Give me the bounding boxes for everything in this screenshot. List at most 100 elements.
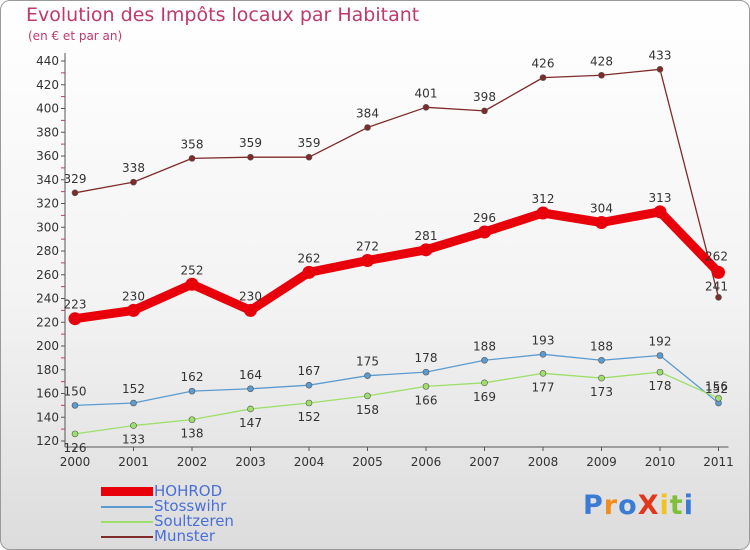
data-label-hohrod: 230 [239, 289, 262, 303]
data-point-soultzeren [422, 383, 430, 390]
data-point-stosswihr [305, 381, 313, 389]
y-tick-label: 240 [36, 292, 59, 306]
data-point-soultzeren [188, 416, 196, 423]
data-point-hohrod [185, 277, 199, 291]
data-label-munster: 358 [181, 137, 204, 151]
data-point-munster [188, 155, 196, 162]
data-label-soultzeren: 158 [356, 403, 379, 417]
data-point-munster [481, 107, 488, 115]
data-point-munster [422, 104, 430, 111]
data-label-stosswihr: 188 [473, 339, 496, 353]
data-label-munster: 398 [473, 90, 496, 104]
data-point-munster [539, 74, 547, 81]
y-tick-label: 360 [36, 149, 59, 163]
data-point-soultzeren [481, 379, 488, 387]
series-line-stosswihr [74, 353, 720, 407]
data-point-hohrod [419, 243, 433, 257]
data-point-soultzeren [71, 430, 79, 438]
data-point-stosswihr [656, 352, 664, 359]
data-point-soultzeren [598, 374, 605, 382]
data-label-hohrod: 252 [181, 263, 204, 277]
y-tick-label: 200 [36, 339, 59, 353]
data-label-soultzeren: 166 [415, 393, 438, 407]
data-label-soultzeren: 173 [590, 385, 613, 399]
data-label-soultzeren: 177 [532, 380, 555, 394]
data-point-stosswihr [71, 402, 79, 409]
x-tick-label: 2009 [586, 455, 617, 469]
y-tick-label: 160 [36, 387, 59, 401]
data-point-soultzeren [305, 399, 313, 407]
data-point-hohrod [653, 205, 667, 219]
data-label-soultzeren: 126 [64, 441, 87, 455]
data-point-stosswihr [247, 385, 254, 393]
y-tick-label: 260 [36, 268, 59, 282]
y-tick-label: 400 [36, 102, 59, 116]
data-label-stosswihr: 175 [356, 355, 379, 369]
data-point-stosswihr [188, 387, 196, 395]
series-line-hohrod [70, 207, 723, 324]
y-tick-label: 280 [36, 244, 59, 258]
data-label-stosswihr: 192 [649, 335, 672, 349]
data-label-munster: 433 [649, 48, 672, 62]
data-point-hohrod [361, 254, 374, 267]
data-point-munster [364, 124, 371, 131]
data-label-stosswihr: 150 [64, 384, 87, 398]
data-point-munster [305, 153, 313, 161]
data-label-munster: 329 [64, 172, 87, 186]
data-label-munster: 401 [415, 86, 438, 100]
series-line-munster [74, 68, 720, 298]
x-tick-label: 2001 [118, 455, 149, 469]
data-label-stosswihr: 152 [122, 382, 145, 396]
data-label-hohrod: 272 [356, 240, 379, 254]
data-point-munster [715, 294, 722, 301]
data-label-munster: 426 [532, 57, 555, 71]
y-tick-label: 220 [36, 315, 59, 329]
x-tick-label: 2011 [703, 455, 734, 469]
x-tick-label: 2005 [352, 455, 383, 469]
x-tick-label: 2002 [177, 455, 208, 469]
legend-label-munster: Munster [154, 527, 216, 545]
data-point-hohrod [595, 216, 608, 229]
data-label-soultzeren: 147 [239, 416, 262, 430]
data-label-hohrod: 296 [473, 211, 496, 225]
data-label-hohrod: 262 [298, 251, 321, 265]
data-label-munster: 428 [590, 54, 613, 68]
data-label-stosswihr: 152 [705, 382, 728, 396]
legend-swatch-soultzeren [101, 521, 153, 523]
data-point-stosswihr [539, 351, 547, 358]
data-label-soultzeren: 133 [122, 433, 145, 447]
y-tick-label: 420 [36, 78, 59, 92]
legend-label-stosswihr: Stosswihr [154, 497, 227, 515]
series-line-soultzeren [74, 371, 720, 435]
data-label-soultzeren: 156 [705, 379, 728, 393]
data-point-soultzeren [539, 370, 547, 377]
x-tick-label: 2006 [411, 455, 442, 469]
data-label-hohrod: 230 [122, 289, 145, 303]
legend-label-soultzeren: Soultzeren [154, 512, 234, 530]
data-point-soultzeren [247, 405, 254, 413]
chart-subtitle: (en € et par an) [28, 29, 123, 43]
y-tick-label: 300 [36, 220, 59, 234]
data-point-hohrod [302, 265, 316, 279]
proxiti-logo: ProXiti [583, 490, 694, 521]
data-point-soultzeren [130, 422, 137, 429]
data-point-munster [247, 153, 254, 161]
data-label-hohrod: 313 [649, 191, 672, 205]
data-point-hohrod [712, 265, 725, 279]
y-tick-label: 440 [36, 54, 59, 68]
data-label-hohrod: 312 [532, 192, 555, 206]
y-tick-label: 380 [36, 125, 59, 139]
data-point-stosswihr [130, 399, 137, 407]
data-point-munster [71, 189, 79, 197]
x-tick-label: 2003 [235, 455, 266, 469]
data-point-soultzeren [656, 368, 664, 376]
data-point-hohrod [536, 206, 550, 220]
data-point-hohrod [244, 303, 257, 317]
y-tick-label: 180 [36, 363, 59, 377]
y-tick-label: 120 [36, 434, 59, 448]
data-label-stosswihr: 188 [590, 339, 613, 353]
data-label-hohrod: 281 [415, 229, 438, 243]
x-tick-label: 2000 [60, 455, 91, 469]
